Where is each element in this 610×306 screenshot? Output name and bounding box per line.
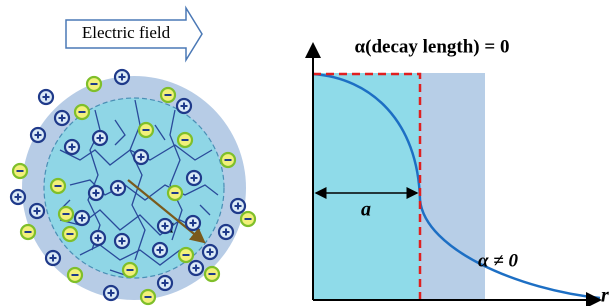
cation xyxy=(115,234,129,248)
cation xyxy=(231,199,245,213)
diagram: Electric field a a α(decay length) = 0 α… xyxy=(0,0,610,306)
cation xyxy=(30,204,44,218)
cation xyxy=(177,99,191,113)
anion xyxy=(87,77,101,91)
cation xyxy=(104,286,118,300)
cation xyxy=(153,243,167,257)
cation xyxy=(31,128,45,142)
cation xyxy=(158,219,172,233)
anion xyxy=(21,225,35,239)
anion xyxy=(205,267,219,281)
cation xyxy=(158,276,172,290)
cation xyxy=(55,111,69,125)
cation xyxy=(46,251,60,265)
anion xyxy=(123,263,137,277)
cation xyxy=(187,171,201,185)
cation xyxy=(115,70,129,84)
cation xyxy=(65,140,79,154)
anion xyxy=(139,123,153,137)
cation xyxy=(93,131,107,145)
cation xyxy=(186,216,200,230)
anion xyxy=(141,290,155,304)
cation xyxy=(11,190,25,204)
cation xyxy=(134,150,148,164)
width-label: a xyxy=(361,199,371,221)
anion xyxy=(221,153,235,167)
anion xyxy=(168,186,182,200)
anion xyxy=(59,207,73,221)
core-region xyxy=(313,73,420,300)
cation xyxy=(189,261,203,275)
cation xyxy=(203,245,217,259)
cation xyxy=(111,181,125,195)
curve-label: α ≠ 0 xyxy=(478,250,518,271)
anion xyxy=(241,212,255,226)
anion xyxy=(178,133,192,147)
cation xyxy=(91,231,105,245)
field-label: Electric field xyxy=(82,23,171,42)
inner-core xyxy=(44,98,224,278)
layer-region xyxy=(420,73,485,300)
anion xyxy=(161,88,175,102)
panel-title: α(decay length) = 0 xyxy=(355,36,510,57)
cation xyxy=(219,225,233,239)
axis-label: r xyxy=(601,285,609,306)
particle: a xyxy=(11,70,255,304)
anion xyxy=(179,248,193,262)
anion xyxy=(63,227,77,241)
cation xyxy=(39,90,53,104)
cation xyxy=(89,186,103,200)
cation xyxy=(75,211,89,225)
anion xyxy=(68,268,82,282)
anion xyxy=(75,105,89,119)
anion xyxy=(13,164,27,178)
anion xyxy=(51,179,65,193)
